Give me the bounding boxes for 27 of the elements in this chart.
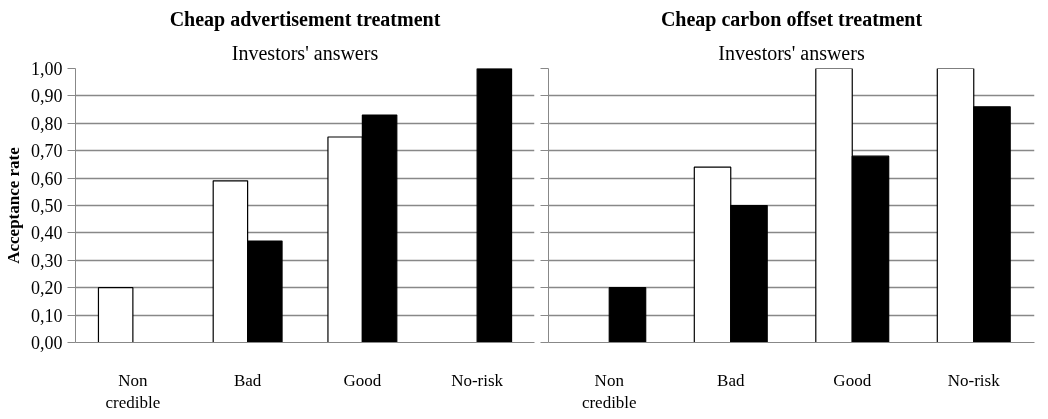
y-tick-label: 0,90: [31, 86, 63, 107]
y-tick-label: 0,50: [31, 196, 63, 216]
y-tick-label: 0,80: [31, 113, 63, 134]
bar: [97, 287, 134, 343]
y-tick-label: 0,60: [31, 168, 63, 189]
x-tick-label: Bad: [717, 370, 745, 390]
bar: [608, 287, 647, 343]
chart-title: Cheap carbon offset treatment: [660, 7, 923, 31]
y-tick-label: 0,00: [31, 333, 63, 353]
x-tick-label: Good: [343, 370, 382, 390]
x-tick-label: Bad: [233, 370, 262, 390]
x-tick-label: No-risk: [947, 370, 1001, 390]
x-tick-label: Non credible: [581, 370, 637, 413]
x-tick-label: No-risk: [451, 370, 504, 390]
y-tick-label: 0,70: [31, 141, 63, 162]
y-tick-label: 0,20: [31, 278, 63, 299]
chart-subtitle: Investors' answers: [718, 41, 865, 64]
y-tick-label: 0,30: [31, 250, 63, 271]
y-tick-label: 1,00: [31, 59, 63, 79]
y-tick-label: 0,10: [31, 305, 63, 326]
y-axis-title: Acceptance rate: [4, 146, 23, 264]
chart-subtitle: Investors' answers: [231, 41, 379, 64]
x-tick-label: Non credible: [105, 370, 161, 413]
y-tick-label: 0,40: [31, 223, 63, 244]
x-tick-label: Good: [833, 370, 872, 390]
chart-title: Cheap advertisement treatment: [169, 7, 441, 31]
bar: [476, 68, 513, 343]
